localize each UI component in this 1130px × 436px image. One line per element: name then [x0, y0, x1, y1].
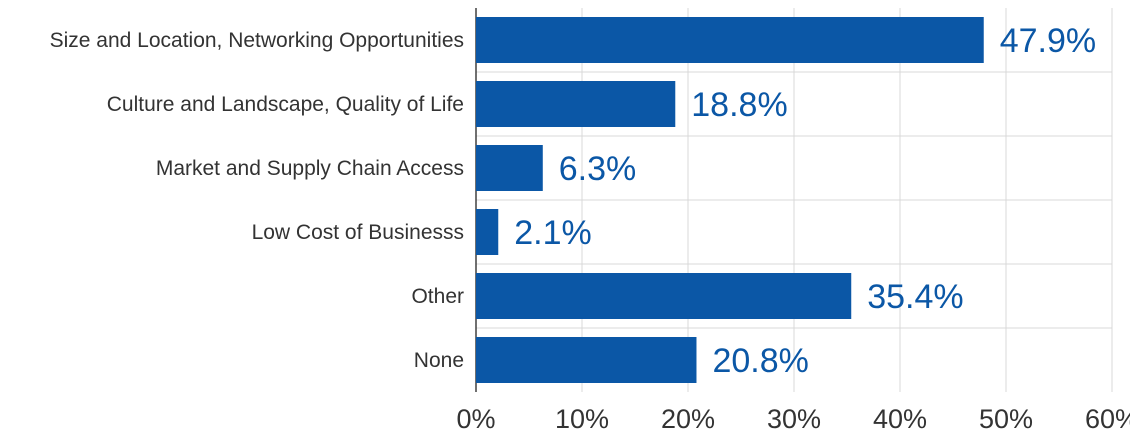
bar	[476, 81, 676, 127]
bar	[476, 273, 852, 319]
category-label: Market and Supply Chain Access	[156, 157, 464, 180]
category-label: Culture and Landscape, Quality of Life	[107, 93, 464, 116]
bar	[476, 145, 543, 191]
data-label: 35.4%	[867, 278, 963, 316]
category-label: None	[414, 349, 464, 372]
category-label: Size and Location, Networking Opportunit…	[50, 29, 464, 52]
x-tick-label: 30%	[767, 404, 821, 434]
category-label: Other	[411, 285, 464, 308]
x-tick-label: 50%	[979, 404, 1033, 434]
bar	[476, 337, 697, 383]
x-tick-label: 0%	[456, 404, 495, 434]
x-tick-label: 40%	[873, 404, 927, 434]
x-tick-label: 10%	[555, 404, 609, 434]
bar	[476, 209, 499, 255]
data-label: 47.9%	[1000, 22, 1096, 60]
x-tick-label: 20%	[661, 404, 715, 434]
data-label: 20.8%	[712, 342, 808, 380]
bar	[476, 17, 984, 63]
data-label: 2.1%	[514, 214, 592, 252]
data-label: 18.8%	[691, 86, 787, 124]
category-label: Low Cost of Businesss	[252, 221, 464, 244]
data-label: 6.3%	[559, 150, 637, 188]
x-tick-label: 60%	[1085, 404, 1130, 434]
